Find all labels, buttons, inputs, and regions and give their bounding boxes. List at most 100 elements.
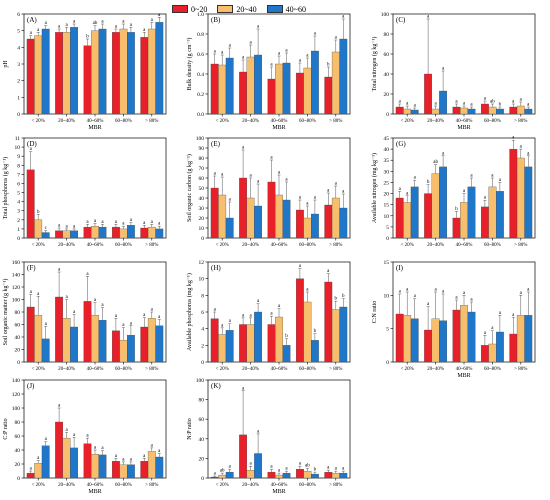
significance-letter: a — [278, 469, 281, 474]
bar-20-40 — [460, 107, 468, 115]
y-tick-label: 0 — [17, 112, 20, 118]
bar-40-60 — [310, 340, 319, 363]
significance-letter: a — [484, 97, 487, 102]
significance-letter: a — [30, 290, 33, 295]
panel-label: (E) — [211, 140, 221, 148]
bar-0-20 — [55, 230, 63, 239]
bar-40-60 — [339, 207, 348, 239]
significance-letter: a — [342, 15, 345, 20]
bar-20-40 — [119, 339, 128, 363]
significance-letter: a — [73, 20, 76, 25]
x-tick-label: 60~80% — [115, 119, 132, 124]
significance-letter: a — [278, 52, 281, 57]
significance-letter: a — [499, 178, 502, 183]
significance-letter: a — [455, 100, 458, 105]
significance-letter: a — [399, 290, 402, 295]
significance-letter: a — [484, 196, 487, 201]
bar-20-40 — [516, 105, 525, 115]
y-tick-label: 140 — [12, 378, 21, 384]
x-tick-label: 20~40% — [58, 483, 75, 488]
significance-letter: a — [242, 386, 245, 391]
significance-letter: a — [335, 182, 338, 187]
significance-letter: a — [86, 220, 89, 225]
significance-letter: a — [406, 288, 409, 293]
significance-letter: a — [58, 25, 61, 30]
legend: 0~20 20~40 40~60 — [172, 2, 306, 16]
significance-letter: a — [130, 457, 133, 462]
significance-letter: a — [285, 467, 288, 472]
significance-letter: a — [158, 13, 161, 18]
significance-letter: a — [399, 100, 402, 105]
significance-letter: a — [58, 268, 61, 273]
bar-40-60 — [98, 319, 107, 363]
significance-letter: a — [143, 313, 146, 318]
x-tick-label: 20~40% — [58, 243, 75, 248]
y-tick-label: 60 — [384, 52, 390, 58]
significance-letter: a — [484, 331, 487, 336]
significance-letter: a — [242, 313, 245, 318]
significance-letter: a — [30, 147, 33, 152]
bar-20-40 — [331, 309, 340, 363]
y-axis-label: C:N ratio — [372, 301, 378, 324]
bar-0-20 — [480, 345, 489, 363]
bar-0-20 — [26, 306, 35, 363]
bar-20-40 — [275, 63, 283, 115]
bar-40-60 — [98, 226, 107, 239]
significance-letter: ab — [93, 21, 98, 26]
y-axis-label: Available phosphorus (mg kg⁻¹) — [186, 273, 193, 351]
bar-40-60 — [467, 186, 476, 239]
significance-letter: a — [214, 172, 217, 177]
y-axis-label: Total nitrogen (g kg⁻¹) — [371, 37, 378, 92]
y-tick-label: 90 — [199, 146, 205, 152]
bar-0-20 — [210, 476, 219, 479]
y-tick-label: 3 — [17, 209, 20, 215]
significance-letter: a — [73, 224, 76, 229]
significance-letter: a — [122, 457, 125, 462]
x-tick-label: 40~60% — [87, 119, 104, 124]
bar-40-60 — [282, 62, 291, 115]
x-tick-label: 40~60% — [87, 367, 104, 372]
bar-20-40 — [303, 67, 312, 115]
x-tick-label: < 20% — [32, 483, 45, 488]
significance-letter: a — [512, 100, 515, 105]
legend-item-0-20: 0~20 — [172, 2, 207, 16]
significance-letter: a — [306, 202, 309, 207]
x-tick-label: 40~60% — [271, 483, 288, 488]
significance-letter: a — [115, 220, 118, 225]
significance-letter: a — [285, 178, 288, 183]
significance-letter: a — [520, 145, 523, 150]
significance-letter: a — [512, 313, 515, 318]
y-tick-label: 4 — [17, 200, 20, 206]
bar-40-60 — [70, 27, 78, 115]
panel-d: (D) 0 1 2 3 4 5 6 7 8 9 10 11 Total phosphorus (g kg⁻… — [2, 136, 167, 248]
panel-label: (J) — [27, 382, 35, 390]
bar-20-40 — [147, 451, 156, 479]
x-tick-label: 60~80% — [115, 367, 132, 372]
bar-0-20 — [267, 324, 276, 363]
significance-letter: a — [229, 44, 232, 49]
significance-letter: a — [249, 462, 252, 467]
y-tick-label: 0.0 — [197, 112, 204, 118]
bar-40-60 — [524, 166, 533, 239]
panel-frame — [207, 379, 351, 479]
y-tick-label: 8 — [201, 293, 204, 299]
bar-20-40 — [91, 30, 99, 115]
y-tick-label: 12 — [199, 260, 205, 266]
bar-20-40 — [275, 316, 283, 363]
bar-40-60 — [70, 326, 78, 363]
panel-g: (G) 0 5 10 15 20 25 30 35 40 45 Available nitrogen … — [371, 136, 536, 248]
significance-letter: a — [278, 304, 281, 309]
bar-40-60 — [98, 28, 107, 115]
bar-40-60 — [339, 38, 348, 115]
significance-letter: a — [470, 298, 473, 303]
bar-40-60 — [282, 199, 291, 239]
x-tick-label: 40~60% — [87, 243, 104, 248]
significance-letter: a — [130, 321, 133, 326]
bar-40-60 — [410, 109, 419, 115]
x-tick-label: 60~80% — [299, 483, 316, 488]
significance-letter: a — [151, 18, 154, 23]
significance-letter: a — [101, 220, 104, 225]
bar-40-60 — [310, 473, 319, 479]
